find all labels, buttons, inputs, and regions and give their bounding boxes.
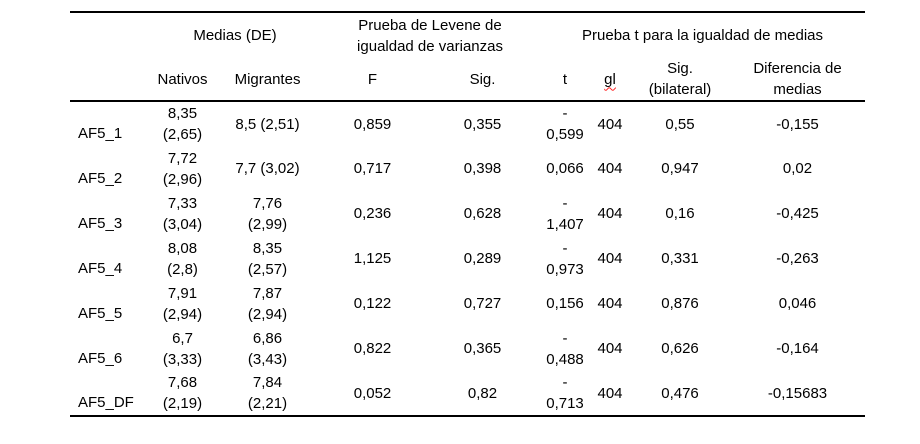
cell-nativos: 7,91 (2,94) <box>162 284 203 323</box>
table-row-af5-5: AF5_5 7,91 (2,94) 7,87 (2,94) 0,122 0,72… <box>70 281 865 326</box>
group-header-medias: Medias (DE) <box>193 27 277 44</box>
cell-levene-sig: 0,398 <box>463 160 502 177</box>
column-header-migrantes: Migrantes <box>215 58 321 102</box>
cell-diferencia-medias: -0,263 <box>776 250 819 267</box>
cell-migrantes: 7,87 (2,94) <box>247 284 288 323</box>
table-row-af5-df: AF5_DF 7,68 (2,19) 7,84 (2,21) 0,052 0,8… <box>70 371 865 416</box>
cell-gl: 404 <box>597 115 623 133</box>
group-header-t-test: Prueba t para la igualdad de medias <box>582 27 824 44</box>
cell-levene-f: 0,717 <box>353 160 392 177</box>
table-row-af5-3: AF5_3 7,33 (3,04) 7,76 (2,99) 0,236 0,62… <box>70 191 865 236</box>
cell-diferencia-medias: 0,02 <box>782 160 813 177</box>
cell-levene-sig: 0,355 <box>463 115 502 133</box>
column-header-sig-levene: Sig. <box>425 58 541 102</box>
cell-gl: 404 <box>597 205 623 222</box>
row-label: AF5_3 <box>78 215 123 232</box>
column-header-t: t <box>540 58 591 102</box>
table-row-af5-1: AF5_1 8,35 (2,65) 8,5 (2,51) 0,859 0,355… <box>70 101 865 146</box>
cell-t: - 0,973 <box>546 239 584 278</box>
cell-diferencia-medias: -0,155 <box>776 115 819 133</box>
cell-levene-sig: 0,727 <box>463 295 502 312</box>
cell-levene-sig: 0,365 <box>463 340 502 357</box>
cell-t: - 0,488 <box>546 329 584 368</box>
cell-sig-bilateral: 0,947 <box>661 160 699 177</box>
cell-nativos: 7,33 (3,04) <box>162 194 203 233</box>
row-label: AF5_4 <box>78 260 123 277</box>
cell-sig-bilateral: 0,476 <box>661 384 699 402</box>
cell-levene-f: 1,125 <box>353 250 392 267</box>
cell-migrantes: 8,5 (2,51) <box>235 115 300 133</box>
cell-diferencia-medias: -0,425 <box>776 205 819 222</box>
cell-nativos: 6,7 (3,33) <box>162 329 203 368</box>
cell-sig-bilateral: 0,16 <box>665 205 695 222</box>
row-label: AF5_6 <box>78 350 123 367</box>
cell-sig-bilateral: 0,331 <box>661 250 699 267</box>
row-label: AF5_DF <box>78 394 134 411</box>
cell-levene-f: 0,122 <box>353 295 392 312</box>
cell-t: 0,156 <box>546 295 584 312</box>
cell-levene-sig: 0,628 <box>463 205 502 222</box>
cell-gl: 404 <box>597 250 623 267</box>
cell-migrantes: 8,35 (2,57) <box>247 239 288 278</box>
row-label: AF5_2 <box>78 170 123 187</box>
spellcheck-underlined-text: gl <box>604 70 616 88</box>
cell-sig-bilateral: 0,626 <box>661 340 699 357</box>
cell-levene-sig: 0,82 <box>467 384 498 402</box>
cell-migrantes: 6,86 (3,43) <box>247 329 288 368</box>
cell-gl: 404 <box>597 384 623 402</box>
cell-t: - 0,713 <box>546 374 584 412</box>
cell-nativos: 8,35 (2,65) <box>162 105 203 143</box>
table-header: Medias (DE) Prueba de Levene de igualdad… <box>70 12 866 102</box>
cell-gl: 404 <box>597 160 623 177</box>
column-header-nativos: Nativos <box>150 58 215 102</box>
cell-gl: 404 <box>597 340 623 357</box>
row-label: AF5_1 <box>78 125 123 142</box>
t-test-results-table: Medias (DE) Prueba de Levene de igualdad… <box>70 11 866 417</box>
cell-nativos: 8,08 (2,8) <box>167 239 198 278</box>
table-row-af5-4: AF5_4 8,08 (2,8) 8,35 (2,57) 1,125 0,289… <box>70 236 865 281</box>
cell-levene-sig: 0,289 <box>463 250 502 267</box>
cell-t: - 1,407 <box>546 194 584 233</box>
cell-levene-f: 0,822 <box>353 340 392 357</box>
cell-levene-f: 0,859 <box>353 115 392 133</box>
cell-t: - 0,599 <box>546 105 584 143</box>
cell-diferencia-medias: -0,15683 <box>767 384 828 402</box>
row-label: AF5_5 <box>78 305 123 322</box>
cell-gl: 404 <box>597 295 623 312</box>
cell-diferencia-medias: -0,164 <box>776 340 819 357</box>
column-header-sig-bilateral: Sig. (bilateral) <box>630 58 731 102</box>
cell-nativos: 7,72 (2,96) <box>162 149 203 188</box>
table-body: AF5_1 8,35 (2,65) 8,5 (2,51) 0,859 0,355… <box>70 101 865 416</box>
cell-t: 0,066 <box>546 160 584 177</box>
cell-migrantes: 7,76 (2,99) <box>247 194 288 233</box>
group-header-row: Medias (DE) Prueba de Levene de igualdad… <box>70 12 865 58</box>
cell-sig-bilateral: 0,876 <box>661 295 699 312</box>
cell-nativos: 7,68 (2,19) <box>162 374 203 412</box>
cell-levene-f: 0,236 <box>353 205 392 222</box>
table-row-af5-2: AF5_2 7,72 (2,96) 7,7 (3,02) 0,717 0,398… <box>70 146 865 191</box>
group-header-levene: Prueba de Levene de igualdad de varianza… <box>357 16 503 55</box>
column-header-row: Nativos Migrantes F Sig. t gl Sig. (bila… <box>70 58 866 102</box>
group-header-label-spacer <box>70 12 150 58</box>
cell-migrantes: 7,7 (3,02) <box>235 160 300 177</box>
cell-levene-f: 0,052 <box>353 384 392 402</box>
cell-sig-bilateral: 0,55 <box>665 115 695 133</box>
cell-migrantes: 7,84 (2,21) <box>247 374 288 412</box>
column-header-diferencia-medias: Diferencia de medias <box>730 58 866 102</box>
table-row-af5-6: AF5_6 6,7 (3,33) 6,86 (3,43) 0,822 0,365… <box>70 326 865 371</box>
column-header-label <box>70 58 150 102</box>
column-header-gl: gl <box>590 58 631 102</box>
column-header-f: F <box>320 58 426 102</box>
cell-diferencia-medias: 0,046 <box>778 295 817 312</box>
